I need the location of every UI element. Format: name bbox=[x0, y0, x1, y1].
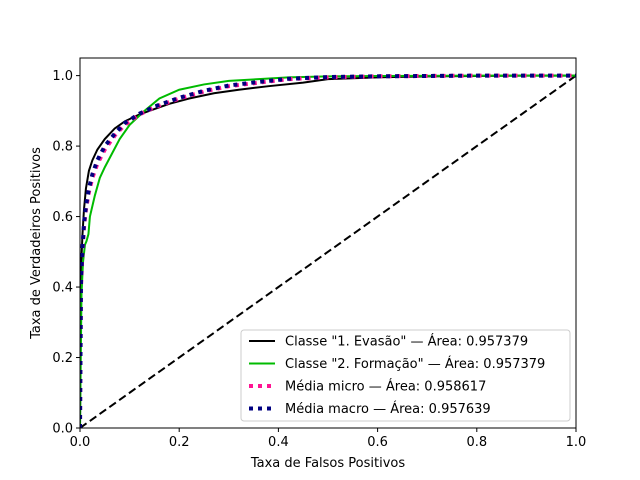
plot-frame bbox=[79, 57, 577, 429]
y-tick-label: 0.4 bbox=[52, 281, 73, 296]
x-tick-label: 0.4 bbox=[268, 435, 289, 450]
x-tick-label: 0.0 bbox=[70, 435, 91, 450]
legend-entry-media-micro-label: Média micro — Área: 0.958617 bbox=[285, 379, 486, 395]
y-tick-label: 0.2 bbox=[52, 351, 73, 366]
legend-entry-formacao-label: Classe "2. Formação" — Área: 0.957379 bbox=[285, 356, 545, 372]
legend-entry-media-macro-label: Média macro — Área: 0.957639 bbox=[285, 401, 491, 417]
series-line-4 bbox=[80, 73, 576, 428]
y-tick-label: 1.0 bbox=[52, 69, 73, 84]
x-tick-label: 0.8 bbox=[466, 435, 487, 450]
legend-box bbox=[240, 329, 571, 422]
x-tick-label: 1.0 bbox=[566, 435, 587, 450]
chance-diagonal-line bbox=[80, 74, 576, 428]
y-tick-label: 0.6 bbox=[52, 210, 73, 225]
y-tick-label: 0.8 bbox=[52, 140, 73, 155]
plot-area bbox=[79, 57, 577, 429]
x-tick-label: 0.2 bbox=[169, 435, 190, 450]
legend: Classe "1. Evasão" — Área: 0.957379 Class… bbox=[240, 329, 571, 422]
y-axis: 0.0 0.2 0.4 0.6 0.8 1.0 bbox=[52, 69, 80, 437]
series-line-2 bbox=[80, 74, 576, 428]
y-tick-label: 0.0 bbox=[52, 422, 73, 437]
x-axis-label: Taxa de Falsos Positivos bbox=[250, 456, 405, 471]
y-axis-label: Taxa de Verdadeiros Positivos bbox=[29, 147, 44, 340]
x-tick-label: 0.6 bbox=[367, 435, 388, 450]
x-axis: 0.0 0.2 0.4 0.6 0.8 1.0 bbox=[70, 428, 587, 450]
legend-entry-evasao-label: Classe "1. Evasão" — Área: 0.957379 bbox=[285, 334, 528, 350]
